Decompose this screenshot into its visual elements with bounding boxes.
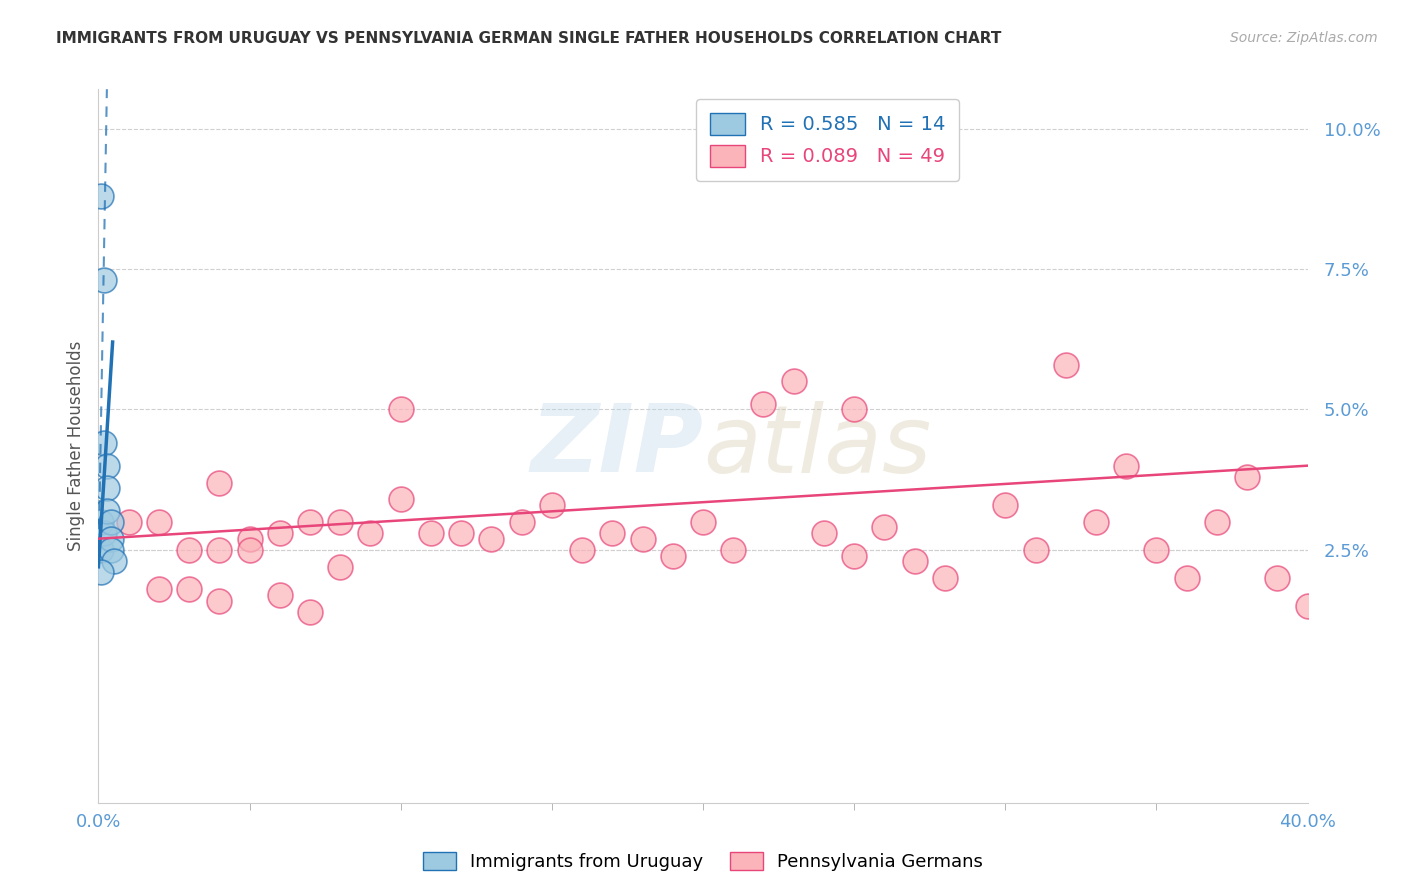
Point <box>96 481 118 495</box>
Point <box>208 475 231 490</box>
Point <box>93 526 115 541</box>
Point <box>118 515 141 529</box>
Point <box>602 526 624 541</box>
Point <box>239 543 262 558</box>
Point <box>90 543 112 558</box>
Point <box>692 515 714 529</box>
Point <box>100 532 122 546</box>
Point <box>299 605 322 619</box>
Point <box>631 532 654 546</box>
Text: ZIP: ZIP <box>530 400 703 492</box>
Legend: R = 0.585   N = 14, R = 0.089   N = 49: R = 0.585 N = 14, R = 0.089 N = 49 <box>696 99 959 181</box>
Point <box>813 526 835 541</box>
Point <box>96 458 118 473</box>
Point <box>450 526 472 541</box>
Point <box>177 543 201 558</box>
Point <box>239 532 262 546</box>
Point <box>904 554 927 568</box>
Point <box>1296 599 1319 614</box>
Point <box>90 566 112 580</box>
Point <box>269 526 291 541</box>
Point <box>510 515 533 529</box>
Point <box>329 559 352 574</box>
Point <box>661 549 683 563</box>
Point <box>148 515 170 529</box>
Point <box>1085 515 1108 529</box>
Point <box>389 492 412 507</box>
Point <box>103 554 125 568</box>
Point <box>1054 358 1077 372</box>
Text: Source: ZipAtlas.com: Source: ZipAtlas.com <box>1230 31 1378 45</box>
Text: atlas: atlas <box>703 401 931 491</box>
Y-axis label: Single Father Households: Single Father Households <box>66 341 84 551</box>
Point <box>1115 458 1137 473</box>
Point <box>299 515 322 529</box>
Point <box>329 515 352 529</box>
Point <box>148 582 170 597</box>
Point <box>782 375 804 389</box>
Point <box>90 189 112 203</box>
Point <box>269 588 291 602</box>
Point <box>90 515 112 529</box>
Point <box>752 397 775 411</box>
Point <box>873 520 896 534</box>
Point <box>481 532 503 546</box>
Point <box>177 582 201 597</box>
Point <box>844 549 866 563</box>
Point <box>93 436 115 450</box>
Point <box>1206 515 1229 529</box>
Point <box>419 526 441 541</box>
Point <box>1024 543 1046 558</box>
Point <box>540 498 562 512</box>
Point <box>360 526 382 541</box>
Point <box>994 498 1017 512</box>
Point <box>1265 571 1288 585</box>
Point <box>93 273 115 287</box>
Point <box>389 402 412 417</box>
Point <box>208 543 231 558</box>
Point <box>1175 571 1198 585</box>
Point <box>934 571 956 585</box>
Point <box>571 543 593 558</box>
Point <box>721 543 744 558</box>
Point <box>96 503 118 517</box>
Point <box>1144 543 1167 558</box>
Point <box>100 543 122 558</box>
Point <box>100 515 122 529</box>
Point <box>208 593 231 607</box>
Point <box>1236 470 1258 484</box>
Text: IMMIGRANTS FROM URUGUAY VS PENNSYLVANIA GERMAN SINGLE FATHER HOUSEHOLDS CORRELAT: IMMIGRANTS FROM URUGUAY VS PENNSYLVANIA … <box>56 31 1001 46</box>
Legend: Immigrants from Uruguay, Pennsylvania Germans: Immigrants from Uruguay, Pennsylvania Ge… <box>416 845 990 879</box>
Point <box>844 402 866 417</box>
